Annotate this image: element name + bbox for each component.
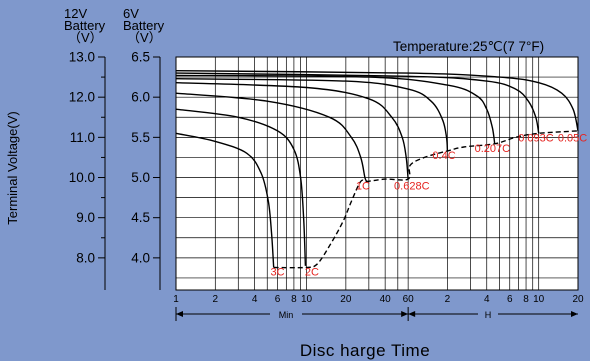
x-range-arrowhead [571, 311, 578, 317]
cutoff-voltage-line [273, 130, 579, 269]
curve-0_628C [175, 82, 409, 180]
curve-label-3C: 3C [271, 267, 285, 279]
x-tick-label: 4 [252, 294, 258, 305]
x-tick-label: 2 [445, 294, 451, 305]
curve-1C [175, 92, 368, 182]
curve-0_207C [175, 74, 496, 144]
y-axis-12v-tick-label: 11.0 [70, 130, 95, 145]
y-axis-12v-tick-label: 12.0 [69, 90, 95, 105]
x-range-arrowhead [408, 311, 416, 317]
x-tick-label: 1 [173, 294, 179, 305]
curve-3C [175, 132, 275, 268]
x-range-arrowhead [176, 311, 183, 317]
y-axis-12v-header: 12V [64, 6, 87, 21]
curve-label-0_05C: 0.05C [558, 132, 587, 144]
x-tick-label: 20 [340, 294, 352, 305]
x-tick-label: 20 [572, 294, 584, 305]
curve-0_05C [175, 70, 579, 132]
y-axis-6v-tick-label: 4.5 [131, 210, 150, 225]
curve-label-1C: 1C [356, 181, 370, 193]
curve-0_093C [175, 72, 540, 134]
x-tick-label: 8 [523, 294, 529, 305]
y-axis-title: Terminal Voltage(V) [5, 111, 20, 224]
y-axis-6v-tick-label: 5.5 [131, 130, 150, 145]
x-range-label-minutes: Min [279, 310, 294, 320]
y-axis-6v-tick-label: 4.0 [131, 250, 150, 265]
y-axis-6v-header: （V） [127, 30, 162, 45]
curve-0_4C [175, 78, 449, 152]
x-range-arrowhead [401, 311, 409, 317]
y-axis-6v-header: 6V [123, 6, 139, 21]
grid [175, 56, 579, 290]
discharge-curves [175, 70, 579, 269]
x-tick-label: 8 [291, 294, 297, 305]
curve-labels: 3C 2C 1C 0.628C 0.4C 0.207C 0.093C 0.05C [271, 132, 588, 278]
x-axis-title: Disc harge Time [300, 341, 430, 360]
y-axis-12v-tick-label: 9.0 [76, 210, 95, 225]
y-axis-6v-tick-label: 6.5 [131, 50, 150, 65]
x-range-label-hours: H [485, 310, 492, 320]
x-tick-label: 60 [403, 294, 415, 305]
curve-2C [175, 108, 307, 266]
curve-label-2C: 2C [305, 267, 319, 279]
x-tick-label: 10 [301, 294, 313, 305]
y-axis-6v-tick-label: 6.0 [131, 90, 150, 105]
x-axis: 1 2 4 6 8 10 20 40 60 2 4 6 8 10 20 [173, 294, 584, 321]
x-tick-label: 40 [380, 294, 392, 305]
x-tick-label: 6 [275, 294, 281, 305]
curve-label-0_628C: 0.628C [394, 181, 430, 193]
y-axis-12v-tick-label: 13.0 [69, 50, 95, 65]
y-axis-12v-header: （V） [68, 30, 103, 45]
x-tick-label: 10 [533, 294, 545, 305]
y-axis-6v-header: Battery [123, 18, 165, 33]
curve-label-0_4C: 0.4C [432, 150, 455, 162]
y-axis-6v-tick-label: 5.0 [131, 170, 150, 185]
curve-label-0_207C: 0.207C [475, 143, 511, 155]
y-axis-12v-header: Battery [64, 18, 106, 33]
x-tick-label: 2 [213, 294, 219, 305]
x-tick-label: 6 [507, 294, 513, 305]
curve-label-0_093C: 0.093C [518, 132, 554, 144]
y-axis-12v-tick-label: 8.0 [76, 250, 95, 265]
plot-area [175, 56, 579, 291]
x-tick-label: 4 [484, 294, 490, 305]
temperature-label: Temperature:25℃(7 7°F) [393, 39, 544, 54]
y-axis-12v-tick-label: 10.0 [69, 170, 95, 185]
